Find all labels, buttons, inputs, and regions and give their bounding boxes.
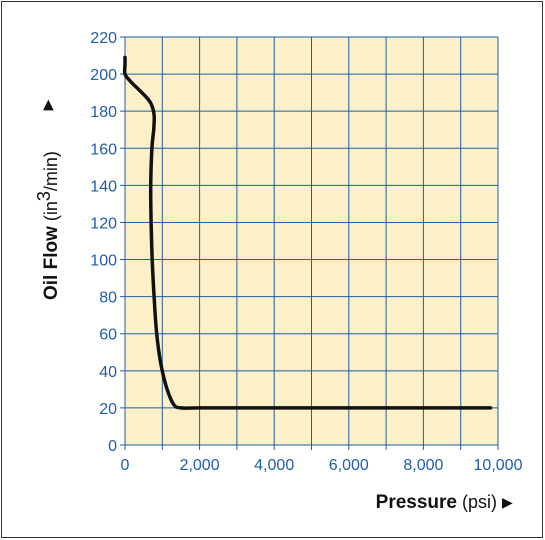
y-tick-label: 60 [99, 327, 117, 344]
x-tick-label: 8,000 [403, 457, 443, 474]
y-tick-label: 200 [90, 67, 117, 84]
y-tick-label: 180 [90, 104, 117, 121]
x-tick-label: 10,000 [474, 457, 523, 474]
x-tick-label: 6,000 [329, 457, 369, 474]
series-line [122, 55, 493, 410]
y-axis-label-unit-post: /min) [41, 151, 61, 191]
y-axis-arrow-icon: ▶ [39, 99, 55, 110]
x-axis-label-bold: Pressure [376, 492, 457, 513]
x-axis-label: Pressure (psi) [376, 492, 497, 513]
y-axis-label-unit-pre: (in [41, 201, 61, 226]
y-tick-labels: 0 20 40 60 80 100 120 140 160 180 200 220 [90, 30, 117, 455]
y-axis-label-bold: Oil Flow [41, 226, 62, 300]
y-tick-label: 140 [90, 178, 117, 195]
y-tick-label: 40 [99, 364, 117, 381]
y-axis-label-unit-sup: 3 [34, 191, 54, 201]
y-tick-label: 220 [90, 30, 117, 47]
y-tick-label: 100 [90, 253, 117, 270]
x-tick-label: 4,000 [254, 457, 294, 474]
grid [120, 36, 499, 450]
x-axis-label-unit: (psi) [457, 492, 497, 512]
y-tick-label: 20 [99, 401, 117, 418]
y-tick-label: 80 [99, 290, 117, 307]
x-tick-label: 0 [121, 457, 130, 474]
y-tick-label: 160 [90, 141, 117, 158]
svg-text:Oil Flow (in3/min): Oil Flow (in3/min) [34, 151, 62, 300]
y-tick-label: 120 [90, 215, 117, 232]
x-axis-arrow-icon: ▶ [502, 494, 513, 510]
x-tick-label: 2,000 [180, 457, 220, 474]
y-tick-label: 0 [108, 438, 117, 455]
y-axis-label: Oil Flow (in3/min) [34, 151, 62, 300]
x-tick-labels: 0 2,000 4,000 6,000 8,000 10,000 [121, 457, 523, 474]
